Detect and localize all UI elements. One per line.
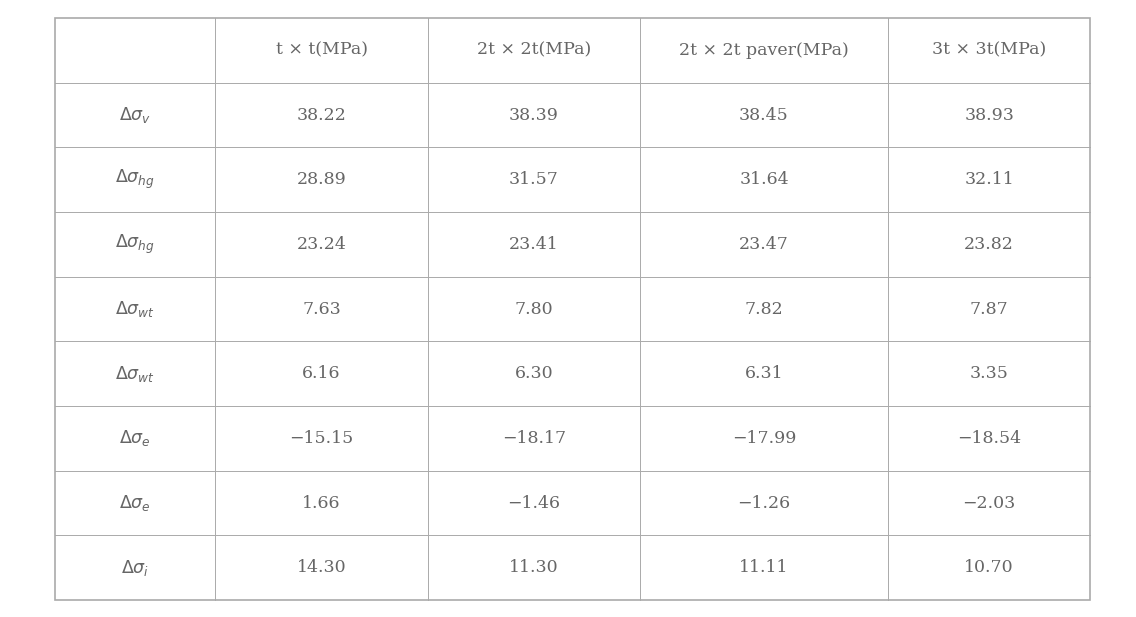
Text: 11.11: 11.11 bbox=[740, 559, 788, 576]
Text: $\Delta\sigma_{hg}$: $\Delta\sigma_{hg}$ bbox=[115, 168, 156, 191]
Text: 6.31: 6.31 bbox=[745, 365, 784, 382]
Text: 38.93: 38.93 bbox=[964, 107, 1014, 123]
Text: $\Delta\sigma_{e}$: $\Delta\sigma_{e}$ bbox=[119, 428, 151, 449]
Text: 23.24: 23.24 bbox=[296, 236, 346, 253]
Text: 1.66: 1.66 bbox=[302, 494, 341, 511]
Text: 31.57: 31.57 bbox=[509, 171, 559, 188]
Text: $\Delta\sigma_{wt}$: $\Delta\sigma_{wt}$ bbox=[115, 299, 156, 319]
Text: 7.82: 7.82 bbox=[744, 300, 784, 318]
Text: $\Delta\sigma_{hg}$: $\Delta\sigma_{hg}$ bbox=[115, 233, 156, 256]
Text: 28.89: 28.89 bbox=[296, 171, 346, 188]
Text: 14.30: 14.30 bbox=[296, 559, 346, 576]
Text: 7.80: 7.80 bbox=[515, 300, 553, 318]
Text: 31.64: 31.64 bbox=[740, 171, 788, 188]
Text: 23.82: 23.82 bbox=[964, 236, 1014, 253]
Text: 2t × 2t(MPa): 2t × 2t(MPa) bbox=[477, 42, 591, 59]
Text: 7.63: 7.63 bbox=[302, 300, 341, 318]
Text: 38.22: 38.22 bbox=[296, 107, 346, 123]
Text: 11.30: 11.30 bbox=[509, 559, 559, 576]
Text: $\Delta\sigma_{e}$: $\Delta\sigma_{e}$ bbox=[119, 493, 151, 513]
Text: 38.45: 38.45 bbox=[740, 107, 788, 123]
Text: 2t × 2t paver(MPa): 2t × 2t paver(MPa) bbox=[679, 42, 849, 59]
Text: 6.16: 6.16 bbox=[302, 365, 341, 382]
Text: $\Delta\sigma_{v}$: $\Delta\sigma_{v}$ bbox=[119, 105, 151, 125]
Text: 3.35: 3.35 bbox=[970, 365, 1009, 382]
Text: $\Delta\sigma_{i}$: $\Delta\sigma_{i}$ bbox=[122, 558, 149, 578]
Text: −18.17: −18.17 bbox=[502, 430, 566, 447]
Text: 10.70: 10.70 bbox=[964, 559, 1014, 576]
Text: 23.41: 23.41 bbox=[509, 236, 559, 253]
Text: $\Delta\sigma_{wt}$: $\Delta\sigma_{wt}$ bbox=[115, 363, 156, 384]
Text: −1.26: −1.26 bbox=[737, 494, 791, 511]
Text: 3t × 3t(MPa): 3t × 3t(MPa) bbox=[932, 42, 1046, 59]
Text: −2.03: −2.03 bbox=[962, 494, 1016, 511]
Text: 23.47: 23.47 bbox=[740, 236, 788, 253]
Text: 32.11: 32.11 bbox=[964, 171, 1014, 188]
Text: −18.54: −18.54 bbox=[957, 430, 1021, 447]
Text: 6.30: 6.30 bbox=[515, 365, 553, 382]
Text: −1.46: −1.46 bbox=[507, 494, 560, 511]
Text: −15.15: −15.15 bbox=[290, 430, 353, 447]
Text: 7.87: 7.87 bbox=[970, 300, 1009, 318]
Text: 38.39: 38.39 bbox=[509, 107, 559, 123]
Text: t × t(MPa): t × t(MPa) bbox=[276, 42, 368, 59]
Text: −17.99: −17.99 bbox=[732, 430, 796, 447]
